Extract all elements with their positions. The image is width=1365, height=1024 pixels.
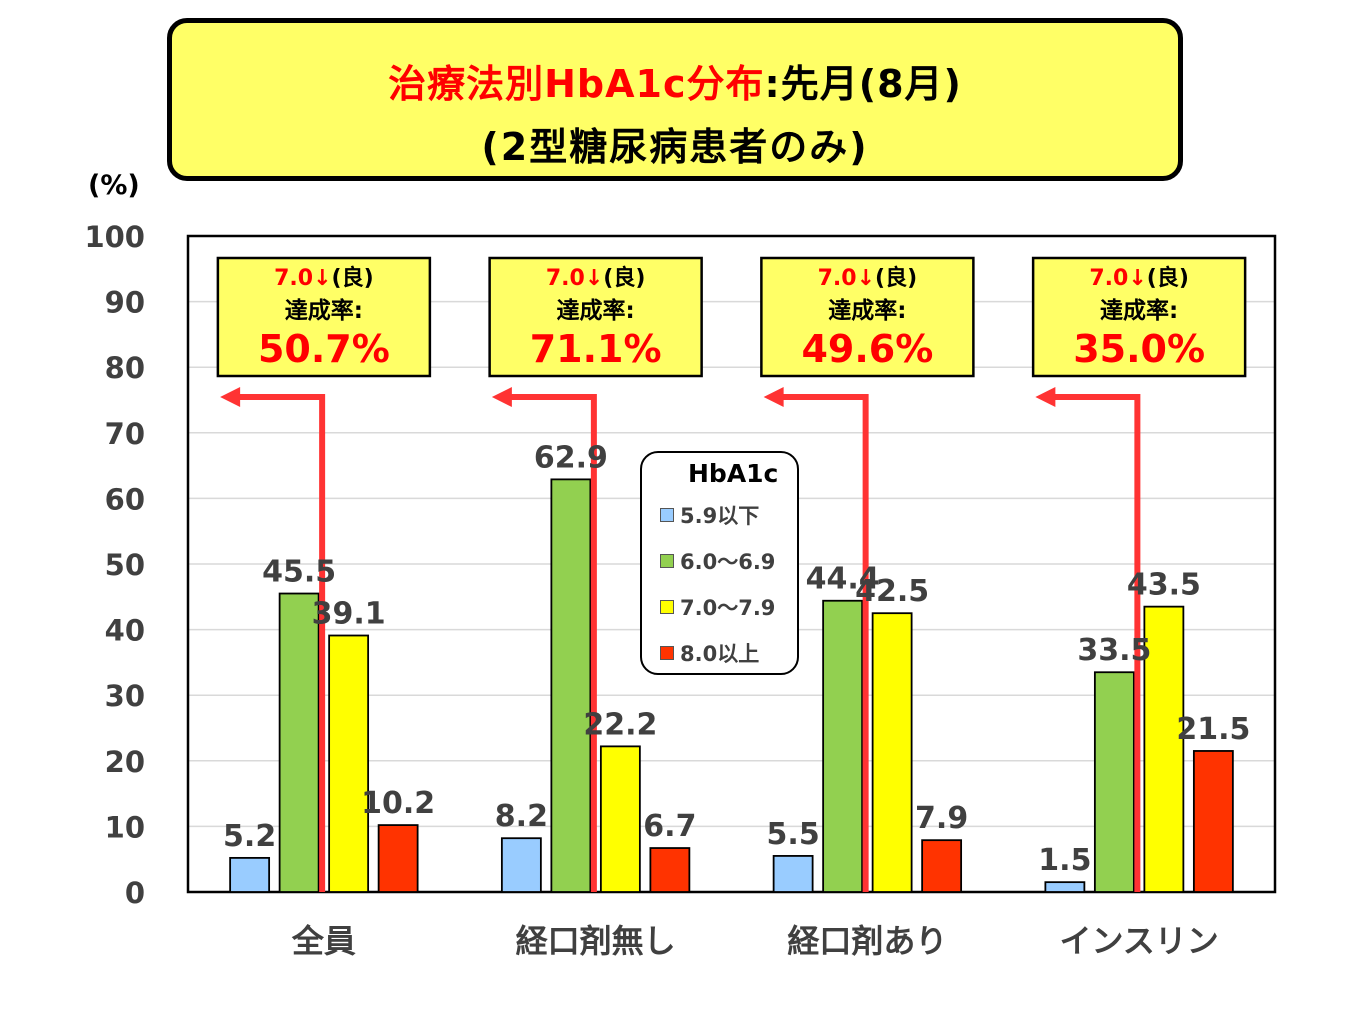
y-tick-label: 40 [105,614,145,648]
bar [1143,605,1185,893]
arrow-line [1051,394,1141,892]
data-label: 5.5 [767,817,820,852]
y-tick-label: 0 [125,876,145,910]
legend-swatch-8-0 [660,646,674,660]
callout-line1: 7.0↓(良) [1089,265,1189,291]
bar [599,745,641,893]
title-black-part: :先月(8月) [764,62,962,106]
bar [822,599,864,893]
title-line1: 治療法別HbA1c分布:先月(8月) [172,53,1178,108]
bar [649,847,691,893]
callout-box [488,256,703,378]
x-category-label: 経口剤無し [516,922,676,960]
legend-swatch-5-9 [660,508,674,522]
y-unit-label: (%) [88,170,140,201]
title-line2: (2型糖尿病患者のみ) [481,125,869,169]
callout-line2: 達成率: [828,297,906,324]
legend-label: 8.0以上 [680,642,760,666]
y-tick-label: 60 [105,482,145,516]
callout-box [216,256,432,378]
data-label: 6.7 [643,809,696,844]
y-tick-label: 70 [105,417,145,451]
legend-item: 5.9以下 [660,492,797,538]
y-tick-label: 20 [105,745,145,779]
bar [871,612,913,893]
legend: HbA1c 5.9以下 6.0〜6.9 7.0〜7.9 8.0以上 [640,451,799,675]
arrow-head [491,387,512,407]
arrow-line [779,394,869,892]
data-label: 45.5 [262,555,336,590]
arrow-head [763,387,784,407]
callout-box [760,256,975,378]
callout-line2: 達成率: [1100,297,1178,324]
arrow-line [236,394,326,892]
y-tick-label: 90 [105,286,145,320]
data-label: 21.5 [1176,712,1250,747]
data-label: 1.5 [1038,843,1091,878]
legend-swatch-6-0 [660,554,674,568]
y-tick-label: 30 [105,679,145,713]
bar [772,855,814,893]
callout-line1: 7.0↓(良) [818,265,918,291]
callout-rate: 71.1% [530,327,662,371]
bar [328,634,370,893]
callout-line1: 7.0↓(良) [274,265,374,291]
legend-item: 7.0〜7.9 [660,584,797,630]
data-label: 43.5 [1127,568,1201,603]
x-category-label: 経口剤あり [787,922,947,960]
x-category-label: 全員 [291,922,356,960]
title-red-part: 治療法別HbA1c分布 [388,62,765,106]
data-label: 44.4 [806,562,880,597]
legend-label: 5.9以下 [680,504,760,528]
legend-title: HbA1c [688,459,779,488]
bar [229,856,271,893]
legend-label: 7.0〜7.9 [680,596,776,620]
callout-rate: 50.7% [258,327,390,371]
y-tick-label: 50 [105,548,145,582]
x-category-label: インスリン [1059,922,1218,960]
data-label: 33.5 [1077,633,1151,668]
bar [500,837,542,893]
legend-label: 6.0〜6.9 [680,550,776,574]
title-box: 治療法別HbA1c分布:先月(8月) (2型糖尿病患者のみ) [167,18,1183,181]
bar [1044,881,1086,893]
y-tick-label: 10 [105,810,145,844]
bar [377,824,419,893]
data-label: 62.9 [534,440,608,475]
bar [921,839,963,893]
bar [550,478,592,893]
legend-swatch-7-0 [660,600,674,614]
data-label: 5.2 [223,819,276,854]
callout-rate: 35.0% [1073,327,1205,371]
data-label: 22.2 [583,707,657,742]
arrow-head [1035,387,1056,407]
bar [278,592,320,893]
bar [1093,671,1135,893]
callout-line2: 達成率: [557,297,635,324]
callout-rate: 49.6% [801,327,933,371]
y-tick-label: 80 [105,351,145,385]
data-label: 8.2 [495,799,548,834]
plot-frame [186,234,1277,894]
data-label: 10.2 [361,786,435,821]
data-label: 39.1 [312,597,386,632]
callout-line2: 達成率: [285,297,363,324]
data-label: 7.9 [915,801,968,836]
bar [1192,750,1234,893]
arrow-head [220,387,241,407]
legend-item: 6.0〜6.9 [660,538,797,584]
y-tick-label: 100 [84,220,145,254]
callout-line1: 7.0↓(良) [546,265,646,291]
legend-item: 8.0以上 [660,630,797,676]
arrow-line [507,394,597,892]
callout-box [1031,256,1247,378]
data-label: 42.5 [855,574,929,609]
